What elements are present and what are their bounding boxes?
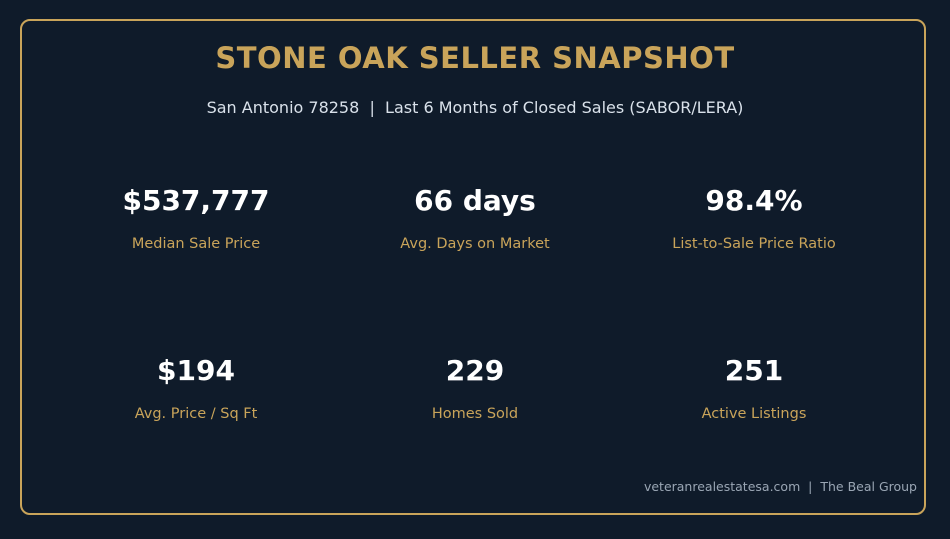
stat-homes-sold: 229 Homes Sold <box>325 354 625 424</box>
stat-median-sale-price: $537,777 Median Sale Price <box>46 184 346 254</box>
stat-label: List-to-Sale Price Ratio <box>672 236 836 252</box>
stat-list-to-sale-ratio: 98.4% List-to-Sale Price Ratio <box>604 184 904 254</box>
stat-label: Avg. Price / Sq Ft <box>134 406 258 422</box>
page-subtitle: San Antonio 78258 | Last 6 Months of Clo… <box>206 98 744 117</box>
footer-credit: veteranrealestatesa.com | The Beal Group <box>643 479 917 494</box>
stat-price-per-sqft: $194 Avg. Price / Sq Ft <box>46 354 346 424</box>
stat-value: 66 days <box>414 184 536 217</box>
stat-label: Active Listings <box>701 406 807 422</box>
stat-label: Avg. Days on Market <box>400 236 550 252</box>
stat-label: Median Sale Price <box>131 236 261 252</box>
stat-active-listings: 251 Active Listings <box>604 354 904 424</box>
stat-value: 98.4% <box>705 184 803 217</box>
stat-value: $537,777 <box>122 184 270 217</box>
stat-value: 251 <box>724 354 784 387</box>
page-title: STONE OAK SELLER SNAPSHOT <box>215 41 735 75</box>
stat-days-on-market: 66 days Avg. Days on Market <box>325 184 625 254</box>
stat-label: Homes Sold <box>431 406 519 422</box>
stat-value: 229 <box>445 354 505 387</box>
stat-value: $194 <box>157 354 235 387</box>
snapshot-card <box>20 19 926 515</box>
